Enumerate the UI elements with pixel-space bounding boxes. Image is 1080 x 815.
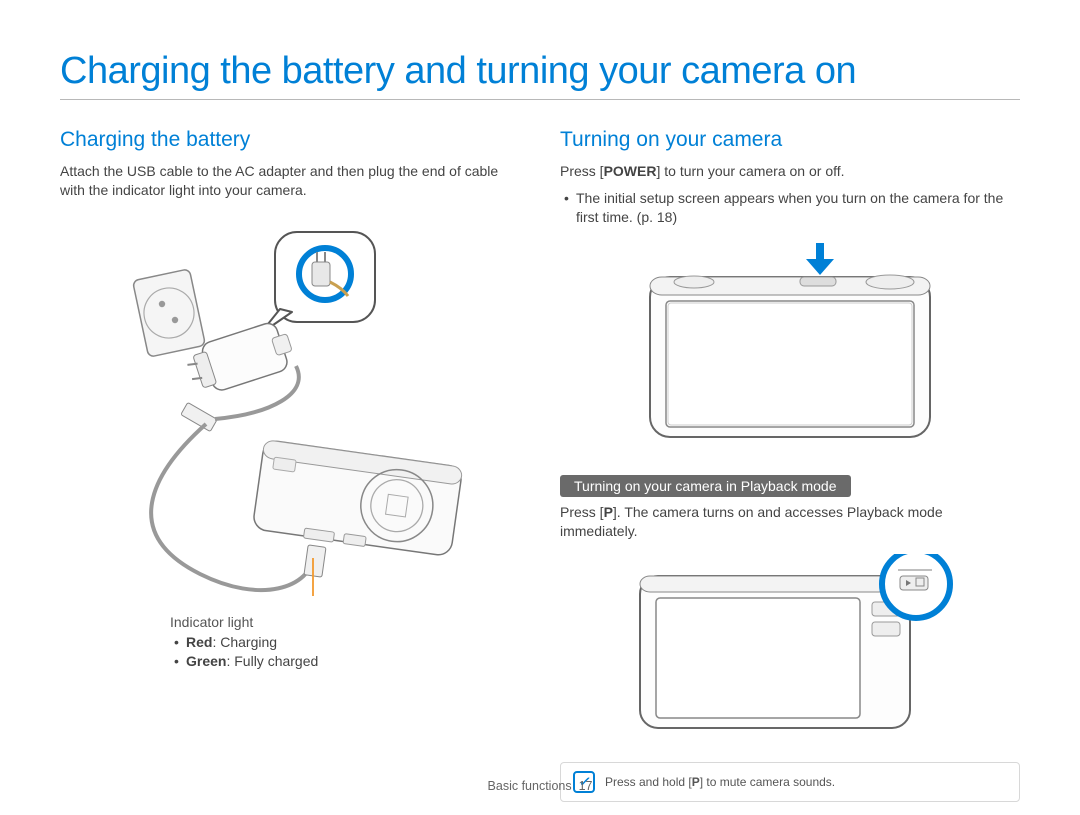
page-footer: Basic functions 17 — [0, 779, 1080, 793]
page-title: Charging the battery and turning your ca… — [60, 50, 1020, 93]
playback-prefix: Press [ — [560, 504, 604, 520]
indicator-light-block: Indicator light Red: Charging Green: Ful… — [170, 614, 520, 671]
press-power-text: Press [POWER] to turn your camera on or … — [560, 162, 1020, 181]
indicator-green: Green: Fully charged — [174, 652, 520, 671]
playback-mode-pill: Turning on your camera in Playback mode — [560, 475, 851, 497]
charging-intro: Attach the USB cable to the AC adapter a… — [60, 162, 520, 200]
indicator-red-text: : Charging — [212, 634, 277, 650]
indicator-light-title: Indicator light — [170, 614, 520, 630]
turning-on-heading: Turning on your camera — [560, 128, 1020, 152]
power-label: POWER — [604, 163, 657, 179]
indicator-red-label: Red — [186, 634, 212, 650]
indicator-green-label: Green — [186, 653, 226, 669]
press-suffix: ] to turn your camera on or off. — [656, 163, 844, 179]
two-column-layout: Charging the battery Attach the USB cabl… — [60, 128, 1020, 802]
indicator-red: Red: Charging — [174, 633, 520, 652]
left-column: Charging the battery Attach the USB cabl… — [60, 128, 520, 802]
playback-text: Press [P]. The camera turns on and acces… — [560, 503, 1020, 541]
camera-top-illustration — [560, 241, 1020, 451]
footer-section: Basic functions — [488, 779, 572, 793]
initial-setup-bullet: The initial setup screen appears when yo… — [564, 189, 1020, 227]
playback-key: P — [604, 504, 613, 520]
press-prefix: Press [ — [560, 163, 604, 179]
footer-page-number: 17 — [579, 779, 593, 793]
right-column: Turning on your camera Press [POWER] to … — [560, 128, 1020, 802]
charging-heading: Charging the battery — [60, 128, 520, 152]
charging-illustration — [60, 214, 520, 604]
camera-bottom-illustration — [560, 554, 1020, 744]
playback-suffix: ]. The camera turns on and accesses Play… — [560, 504, 943, 539]
title-rule — [60, 99, 1020, 100]
indicator-green-text: : Fully charged — [226, 653, 318, 669]
